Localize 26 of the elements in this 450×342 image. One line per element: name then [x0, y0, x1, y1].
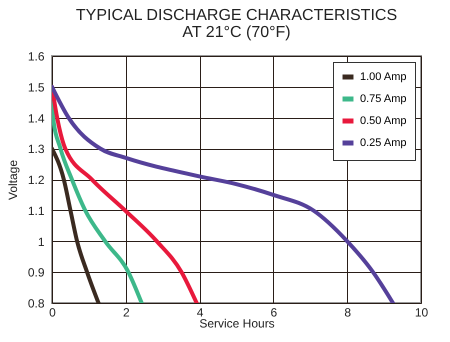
y-tick-label: 1: [38, 234, 45, 249]
line-series: [52, 146, 100, 303]
y-tick-label: 1.2: [28, 173, 45, 187]
legend-label: 1.00 Amp: [360, 71, 406, 83]
x-tick-label: 0: [49, 306, 56, 320]
x-tick-label: 2: [122, 306, 130, 320]
y-tick-label: 1.3: [28, 142, 45, 156]
x-tick-label: 10: [414, 306, 428, 320]
line-series: [52, 100, 144, 303]
x-tick-label: 4: [196, 306, 204, 320]
y-axis-title: Voltage: [6, 160, 20, 200]
legend-label: 0.75 Amp: [360, 93, 406, 105]
y-tick-label: 1.6: [28, 50, 45, 64]
chart-subtitle: AT 21°C (70°F): [182, 24, 291, 41]
legend-label: 0.25 Amp: [360, 137, 406, 149]
legend-label: 0.50 Amp: [360, 115, 406, 127]
y-tick-label: 0.8: [28, 296, 45, 310]
chart-title: TYPICAL DISCHARGE CHARACTERISTICS: [76, 7, 398, 24]
y-tick-label: 0.9: [28, 266, 45, 280]
x-tick-label: 8: [344, 306, 352, 320]
y-tick-label: 1.4: [28, 111, 45, 126]
x-tick-label: 6: [270, 306, 278, 320]
x-axis-title: Service Hours: [199, 316, 275, 330]
y-tick-label: 1.5: [28, 80, 45, 94]
y-tick-label: 1.1: [28, 204, 45, 218]
line-series: [52, 84, 199, 303]
